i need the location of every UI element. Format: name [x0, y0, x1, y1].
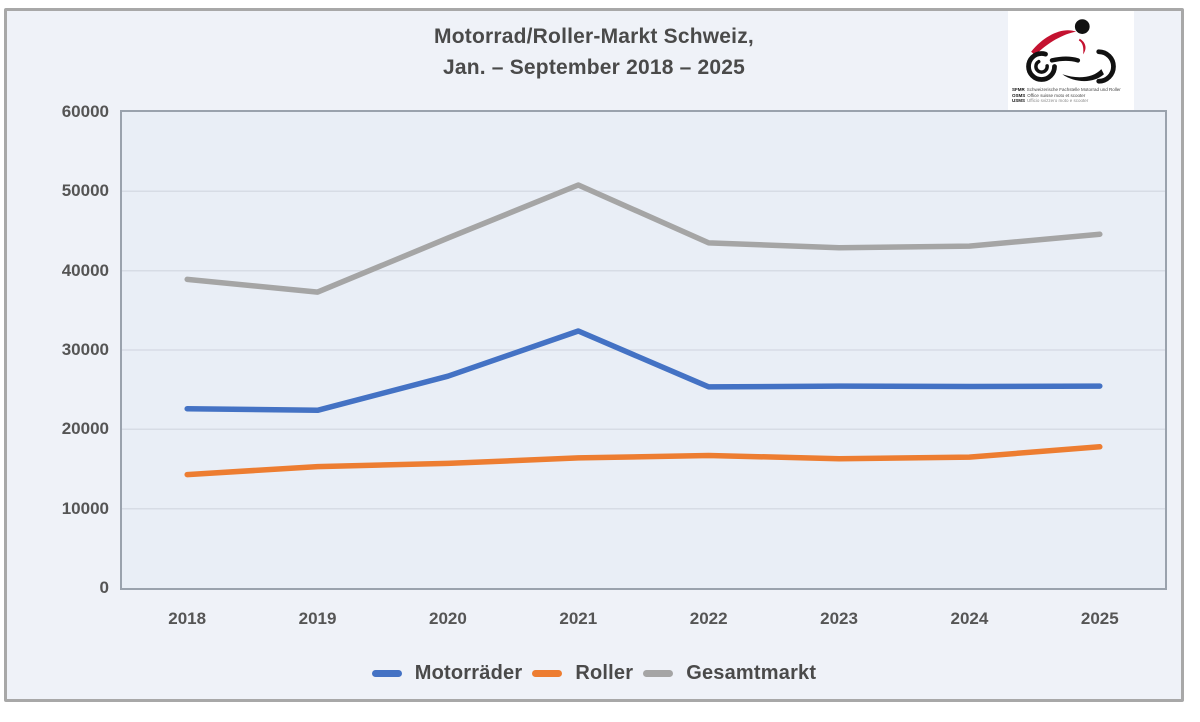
logo-abbr: USMS [1012, 98, 1026, 103]
chart-title-line2: Jan. – September 2018 – 2025 [442, 56, 746, 79]
legend-marker-icon [643, 669, 674, 677]
legend-marker-icon [371, 669, 402, 677]
x-axis-label: 2023 [820, 609, 858, 628]
x-axis-label: 2018 [168, 609, 207, 628]
x-axis-label: 2021 [559, 609, 598, 628]
logo-name: Ufficio svizzero moto e scooter [1027, 98, 1089, 103]
legend-item-1: Roller [532, 662, 633, 685]
legend-label: Roller [575, 661, 634, 684]
logo-abbr: SFMR [1012, 87, 1025, 92]
legend-item-2: Gesamtmarkt [643, 662, 816, 685]
y-axis-label: 10000 [61, 498, 109, 518]
sfmr-logo: SFMR Schweizerische Fachstelle Motorrad … [1008, 11, 1134, 110]
legend-marker-icon [532, 669, 563, 677]
y-axis-label: 30000 [61, 340, 109, 359]
x-axis-label: 2024 [950, 609, 989, 628]
legend-label: Motorräder [414, 661, 523, 684]
series-line-2 [184, 182, 1103, 295]
legend-label: Gesamtmarkt [686, 661, 817, 684]
series-line-1 [184, 444, 1103, 478]
logo-name: Office suisse moto et scooter [1027, 92, 1086, 98]
x-axis-label: 2019 [298, 609, 337, 628]
chart-title-line1: Motorrad/Roller-Markt Schweiz, [434, 25, 754, 48]
legend-item-0: Motorräder [371, 661, 523, 685]
series-line-0 [184, 328, 1103, 414]
motorcycle-icon [1026, 19, 1116, 84]
line-chart [122, 182, 1165, 510]
x-axis-label: 2025 [1080, 609, 1119, 628]
logo-text: SFMR Schweizerische Fachstelle Motorrad … [1012, 87, 1130, 104]
chart-frame: Motorrad/Roller-Markt Schweiz, Jan. – Se… [4, 8, 1184, 702]
y-axis-label: 40000 [61, 260, 109, 280]
x-axis-label: 2020 [429, 609, 467, 628]
logo-abbr: OSMS [1012, 92, 1026, 98]
legend: Motorräder Roller Gesamtmarkt [7, 655, 1181, 691]
logo-text-row: SFMR Schweizerische Fachstelle Motorrad … [1012, 87, 1130, 93]
y-axis-label: 50000 [61, 181, 109, 201]
chart-title: Motorrad/Roller-Markt Schweiz, Jan. – Se… [7, 21, 1181, 83]
y-axis-label: 60000 [61, 102, 109, 121]
y-axis-label: 20000 [61, 419, 109, 439]
y-axis-label: 0 [99, 578, 109, 597]
plot-area [120, 110, 1167, 590]
logo-name: Schweizerische Fachstelle Motorrad und R… [1026, 87, 1121, 92]
x-axis-label: 2022 [689, 609, 728, 628]
logo-text-row: USMS Ufficio svizzero moto e scooter [1012, 98, 1130, 104]
logo-text-row: OSMS Office suisse moto et scooter [1012, 93, 1130, 99]
